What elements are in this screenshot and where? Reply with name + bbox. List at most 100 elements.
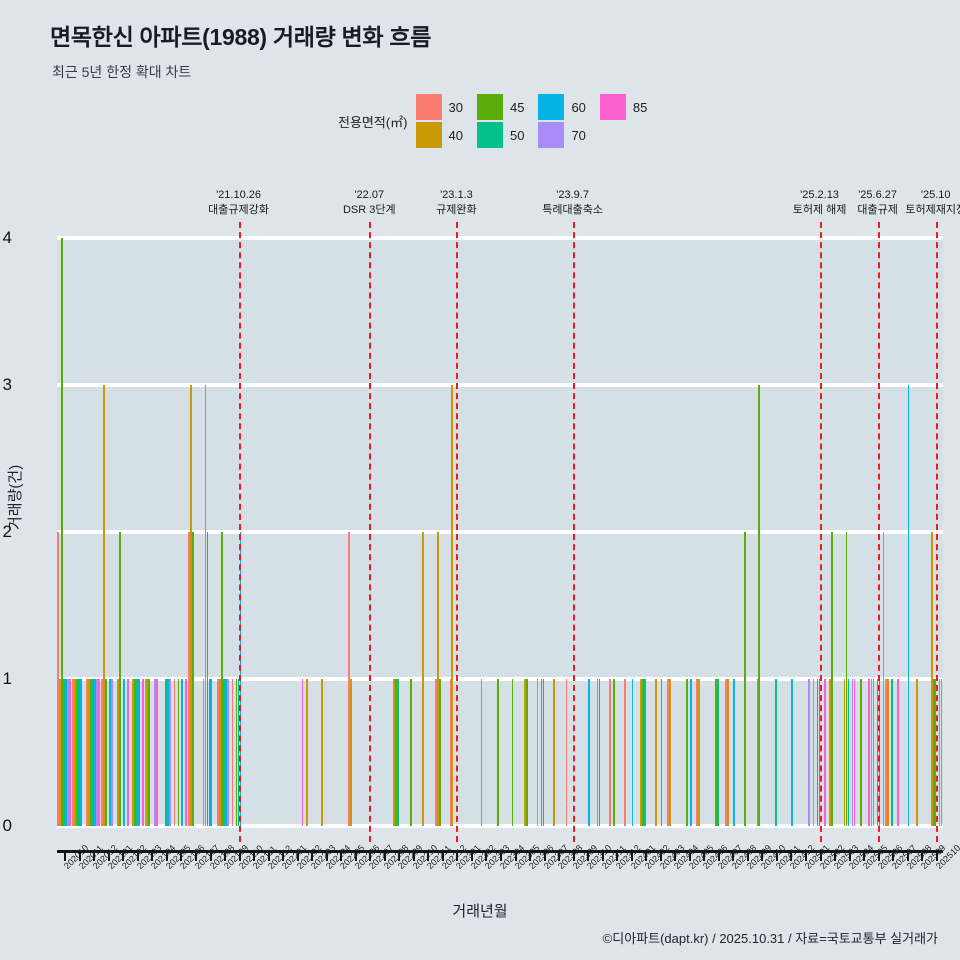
legend-item-60[interactable]: 60 bbox=[538, 94, 586, 120]
x-tick bbox=[717, 850, 720, 861]
bar bbox=[435, 679, 437, 826]
x-tick bbox=[877, 850, 880, 861]
x-tick bbox=[224, 850, 227, 861]
bar bbox=[882, 532, 885, 826]
bar bbox=[190, 385, 192, 826]
bar bbox=[851, 679, 854, 826]
bar bbox=[231, 679, 234, 826]
event-date: '22.07 bbox=[354, 189, 385, 201]
event-name: 규제완화 bbox=[436, 204, 477, 216]
event-name: DSR 3단계 bbox=[342, 204, 396, 216]
x-tick bbox=[151, 850, 154, 861]
bar bbox=[631, 679, 634, 826]
page-title: 면목한신 아파트(1988) 거래량 변화 흐름 bbox=[50, 24, 432, 50]
bar bbox=[897, 679, 899, 826]
bar bbox=[916, 679, 919, 826]
bar bbox=[237, 679, 240, 826]
bar bbox=[154, 679, 157, 826]
bar bbox=[208, 679, 211, 826]
event-date: '23.1.3 bbox=[440, 189, 473, 201]
legend-item-50[interactable]: 50 bbox=[476, 122, 524, 148]
event-line-202110 bbox=[238, 222, 241, 842]
x-tick bbox=[122, 850, 125, 861]
event-line-202506 bbox=[877, 222, 880, 842]
bar bbox=[588, 679, 590, 826]
x-tick bbox=[892, 850, 895, 861]
bar bbox=[876, 679, 879, 826]
x-tick bbox=[863, 850, 866, 861]
legend-swatch-60 bbox=[538, 94, 565, 120]
x-axis-title: 거래년월 bbox=[452, 903, 508, 920]
bar bbox=[885, 679, 887, 826]
bar bbox=[235, 679, 238, 826]
x-tick bbox=[180, 850, 183, 861]
bar bbox=[123, 679, 126, 826]
bar bbox=[320, 679, 323, 826]
bar bbox=[689, 679, 692, 826]
bar bbox=[63, 679, 65, 826]
bar bbox=[110, 679, 113, 826]
bar bbox=[934, 679, 937, 826]
bar bbox=[727, 679, 730, 826]
bar bbox=[685, 679, 688, 826]
bar bbox=[131, 679, 134, 826]
y-tick-label-4: 4 bbox=[2, 228, 12, 247]
bar bbox=[349, 679, 352, 826]
event-annotation-202502: '25.2.13 토허제 해제 bbox=[793, 188, 847, 218]
legend-item-40[interactable]: 40 bbox=[415, 122, 463, 148]
x-tick bbox=[746, 850, 749, 861]
bar bbox=[698, 679, 701, 826]
event-line-202309 bbox=[572, 222, 575, 842]
bar bbox=[907, 385, 910, 826]
bar bbox=[932, 679, 935, 826]
bar bbox=[536, 679, 539, 826]
x-tick bbox=[107, 850, 110, 861]
x-tick bbox=[543, 850, 546, 861]
bar bbox=[301, 679, 304, 826]
x-tick bbox=[500, 850, 502, 861]
legend-item-45[interactable]: 45 bbox=[476, 94, 524, 120]
bar bbox=[119, 532, 122, 826]
event-date: '21.10.26 bbox=[216, 189, 262, 201]
event-name: 토허제 해제 bbox=[792, 204, 847, 216]
event-line-202207 bbox=[369, 222, 372, 842]
bar bbox=[870, 679, 873, 826]
event-name: 대출규제강화 bbox=[208, 204, 269, 216]
bar bbox=[181, 679, 184, 826]
legend-item-70[interactable]: 70 bbox=[538, 122, 586, 148]
legend-item-30[interactable]: 30 bbox=[415, 94, 463, 120]
bar bbox=[137, 679, 140, 826]
legend-label-30: 30 bbox=[448, 99, 463, 115]
bar bbox=[57, 532, 60, 826]
bar bbox=[409, 679, 412, 826]
bar bbox=[96, 679, 98, 826]
bar bbox=[75, 679, 78, 826]
bar bbox=[831, 532, 833, 826]
x-tick bbox=[775, 850, 778, 861]
x-tick bbox=[616, 850, 619, 861]
event-name: 토허제재지정 bbox=[905, 204, 960, 216]
bar bbox=[696, 679, 699, 826]
x-tick bbox=[935, 850, 938, 861]
legend-item-85[interactable]: 85 bbox=[599, 94, 647, 120]
bar bbox=[644, 679, 646, 826]
bar bbox=[669, 679, 672, 826]
bar bbox=[660, 679, 663, 826]
x-tick bbox=[834, 850, 837, 861]
bar bbox=[395, 679, 398, 826]
y-tick-label-3: 3 bbox=[2, 375, 12, 394]
bar bbox=[930, 532, 933, 826]
bar bbox=[88, 679, 91, 826]
gridline-2 bbox=[57, 530, 943, 534]
bar bbox=[716, 679, 719, 826]
bars-layer bbox=[57, 238, 943, 826]
bar bbox=[565, 679, 568, 826]
bar bbox=[185, 679, 188, 826]
gridline-4 bbox=[57, 236, 943, 240]
x-tick bbox=[383, 850, 386, 861]
bar bbox=[596, 679, 599, 826]
bar bbox=[204, 385, 207, 826]
x-tick bbox=[572, 850, 575, 861]
x-tick bbox=[761, 850, 764, 861]
